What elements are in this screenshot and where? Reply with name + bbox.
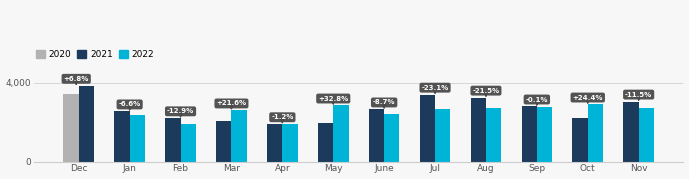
Text: -8.7%: -8.7% [373,100,395,108]
Bar [537,107,552,162]
Text: +32.8%: +32.8% [318,96,349,104]
Bar [114,111,130,162]
Bar [420,95,435,162]
Bar [522,107,537,162]
Bar [573,118,588,162]
Bar [216,121,232,162]
Text: -0.1%: -0.1% [526,96,548,105]
Bar [486,108,501,162]
Bar [181,124,196,162]
Bar [384,114,400,162]
Bar [318,123,333,162]
Bar [333,105,349,162]
Bar [369,109,384,162]
Bar [130,115,145,162]
Text: -21.5%: -21.5% [473,88,500,96]
Text: -12.9%: -12.9% [167,108,194,117]
Bar [267,124,282,162]
Bar [282,124,298,162]
Text: -11.5%: -11.5% [625,92,652,100]
Bar [79,86,94,162]
Bar [624,101,639,162]
Bar [588,105,603,162]
Bar [435,109,451,162]
Text: +6.8%: +6.8% [63,76,89,84]
Text: -1.2%: -1.2% [271,114,294,123]
Bar [639,108,654,162]
Text: +21.6%: +21.6% [216,100,247,109]
Bar [165,118,181,162]
Text: -23.1%: -23.1% [422,85,449,93]
Text: +24.4%: +24.4% [573,95,603,103]
Bar [471,98,486,162]
Legend: 2020, 2021, 2022: 2020, 2021, 2022 [32,46,158,63]
Text: -6.6%: -6.6% [119,101,141,110]
Bar [232,110,247,162]
Bar [63,94,79,162]
